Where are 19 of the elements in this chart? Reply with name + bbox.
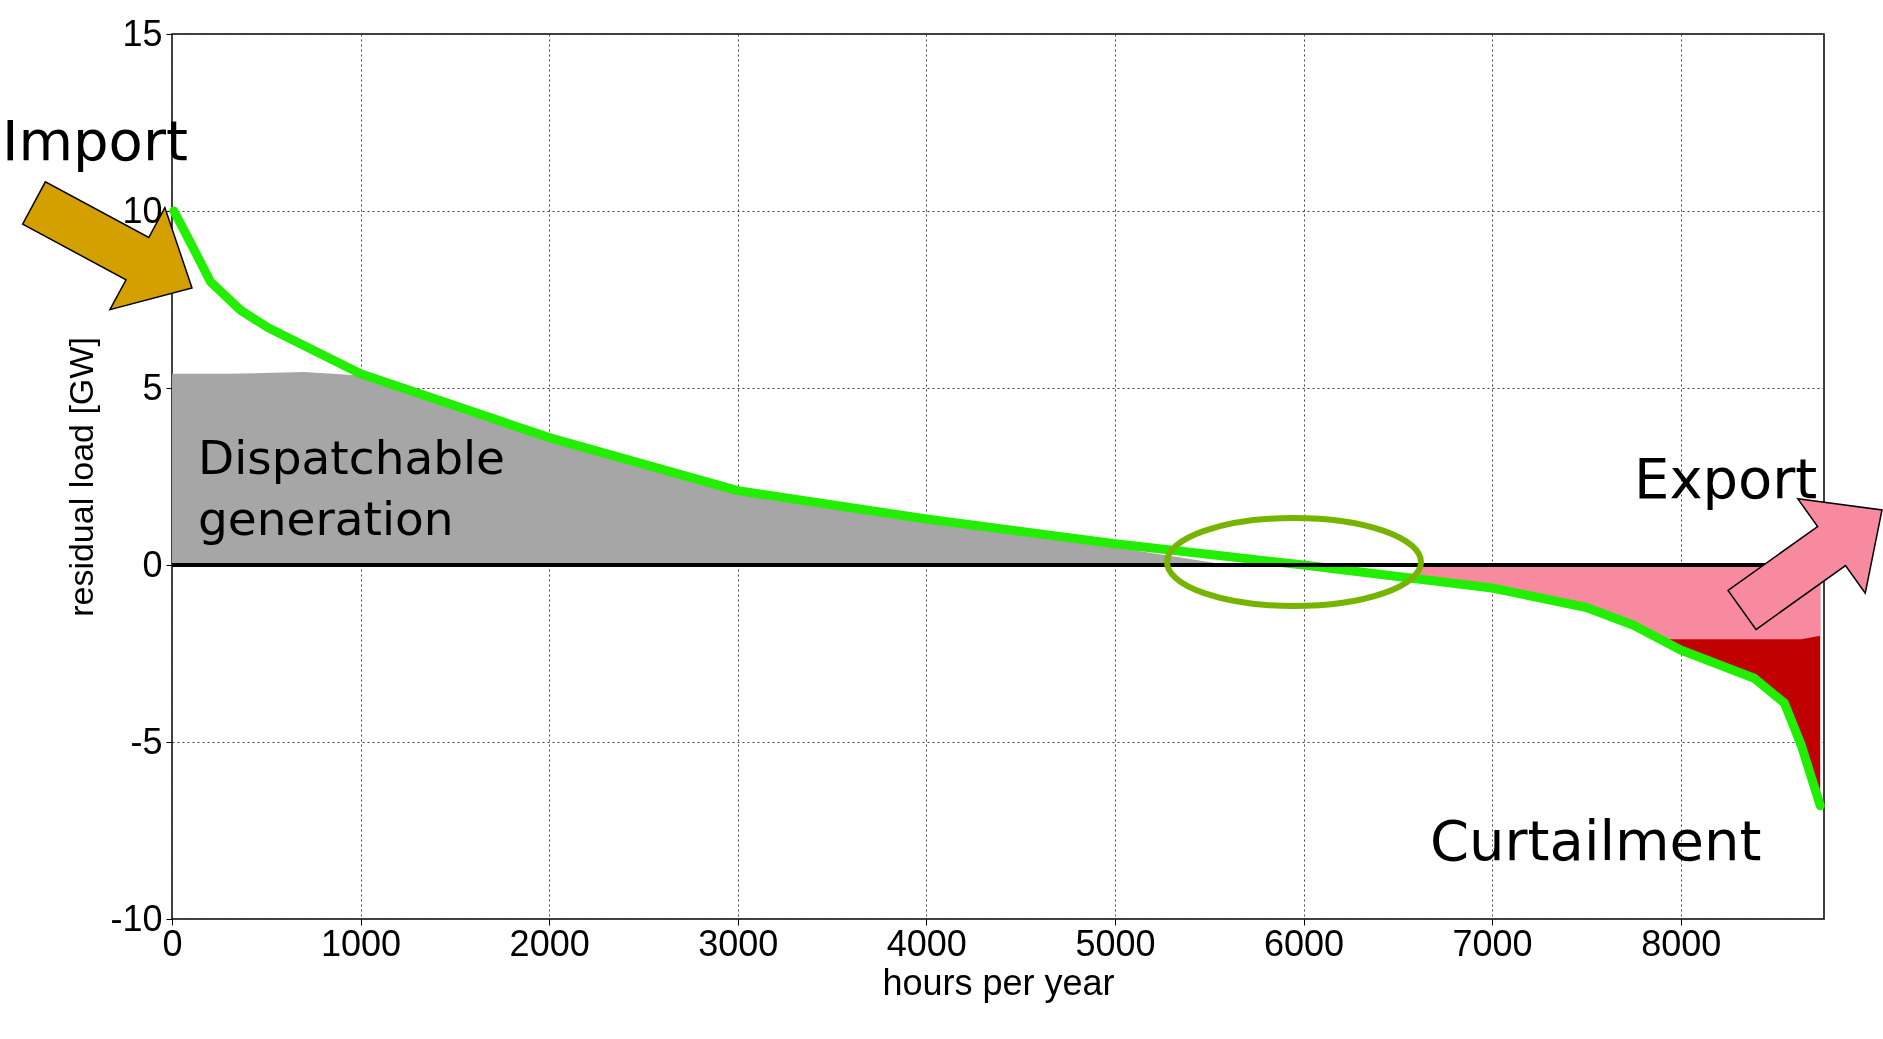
x-tick-label: 1000 (321, 922, 402, 964)
annotation: Dispatchable generation (198, 430, 506, 547)
y-tick-label: 5 (142, 366, 163, 408)
x-tick-label: 4000 (886, 922, 967, 964)
y-axis-title: residual load [GW] (62, 337, 101, 617)
x-tick-label: 8000 (1641, 922, 1722, 964)
y-tick-label: -10 (110, 897, 163, 939)
x-tick-label: 3000 (698, 922, 779, 964)
y-tick-label: 0 (142, 543, 163, 585)
annotation: Curtailment (1430, 808, 1762, 873)
y-tick-label: -5 (130, 720, 163, 762)
x-tick-label: 6000 (1263, 922, 1345, 964)
x-tick-label: 7000 (1452, 922, 1533, 964)
x-tick-label: 5000 (1075, 922, 1156, 964)
y-tick-label: 10 (122, 189, 163, 231)
annotation: Export (1634, 446, 1818, 511)
x-axis-title: hours per year (882, 961, 1115, 1003)
x-tick-label: 2000 (509, 922, 590, 964)
y-tick-label: 15 (122, 12, 163, 54)
